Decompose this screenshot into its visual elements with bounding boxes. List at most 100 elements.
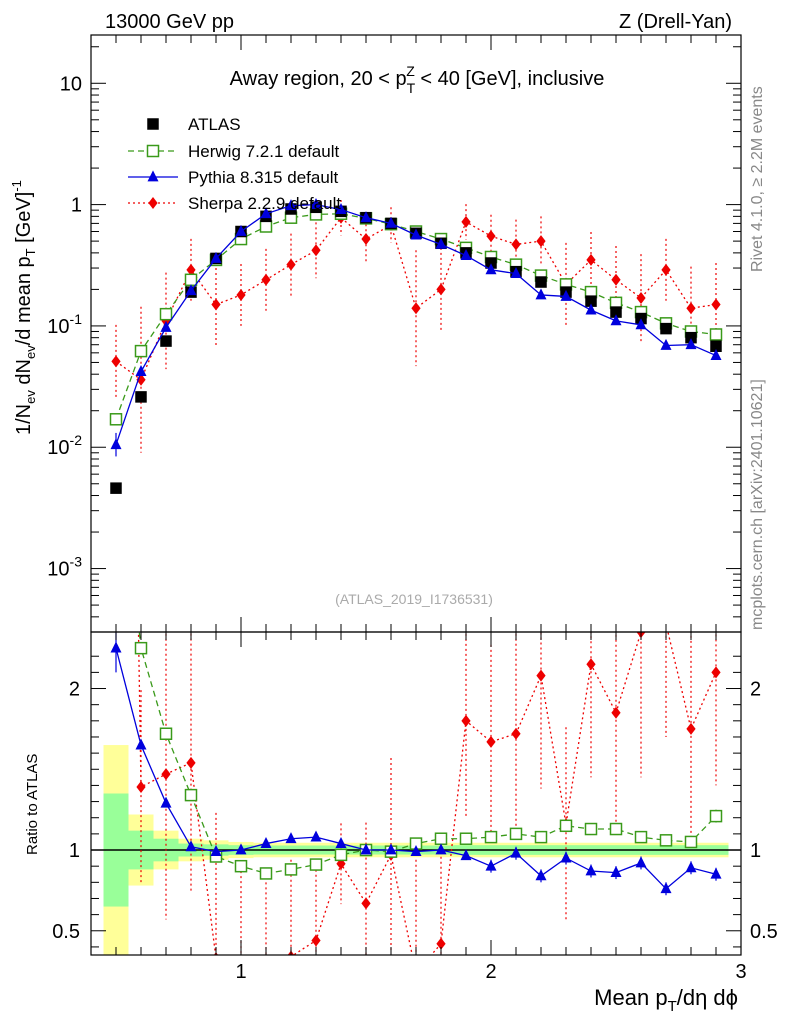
pythia-ratio-point [135, 738, 147, 750]
mcplots-label: mcplots.cern.ch [arXiv:2401.10621] [749, 379, 766, 630]
x-tick-label: 1 [235, 961, 246, 983]
sherpa-point [636, 291, 646, 304]
herwig-ratio-point [459, 832, 473, 845]
main-y-axis-label-sub: T [23, 248, 38, 256]
sherpa-point [686, 302, 696, 315]
pythia-ratio-point [235, 843, 247, 855]
pythia-ratio-point [410, 845, 422, 857]
rivet-version-label: Rivet 4.1.0, ≥ 2.2M events [749, 86, 766, 272]
pythia-point [560, 289, 572, 301]
herwig-ratio-point [259, 867, 273, 880]
herwig-ratio-point [309, 858, 323, 871]
plot-title-sup: Z [406, 63, 415, 79]
atlas-point [135, 391, 147, 403]
legend-entry-label: Pythia 8.315 default [188, 168, 339, 187]
sherpa-point [486, 230, 496, 243]
y-tick-label: 10-1 [47, 311, 82, 338]
herwig-point [159, 307, 173, 321]
x-axis-label-part: /dη dϕ [677, 985, 738, 1010]
sherpa-point [461, 215, 471, 228]
sherpa-point [286, 258, 296, 271]
y-tick-label: 10-3 [47, 554, 82, 581]
pythia-ratio-point [185, 840, 197, 852]
ratio-y-tick-label-right: 2 [750, 679, 761, 701]
sherpa-point [436, 283, 446, 296]
x-axis-label-part: Mean p [594, 985, 667, 1010]
pythia-ratio-point [335, 836, 347, 848]
main-y-axis-label-part: [GeV] [13, 192, 35, 249]
herwig-ratio-point [659, 834, 673, 847]
sherpa-ratio-point [586, 658, 596, 671]
x-tick-label: 2 [485, 961, 496, 983]
pythia-point [185, 284, 197, 296]
pythia-ratio-point [360, 843, 372, 855]
pythia-ratio-point [710, 867, 722, 879]
pythia-point [160, 320, 172, 332]
sherpa-ratio-point [161, 768, 171, 781]
pythia-point [410, 228, 422, 240]
pythia-ratio-point [210, 845, 222, 857]
pythia-ratio-point [535, 869, 547, 881]
herwig-ratio-point [284, 863, 298, 876]
pythia-point [335, 202, 347, 214]
main-y-axis-label-sup: -1 [9, 180, 24, 192]
x-axis-label: Mean pT/dη dϕ [594, 985, 738, 1015]
y-tick-label: 10-2 [47, 432, 82, 459]
legend-herwig-marker [146, 144, 160, 158]
pythia-point [460, 248, 472, 260]
sherpa-ratio-point [411, 967, 420, 979]
pythia-line [115, 203, 717, 445]
pythia-point [210, 251, 222, 263]
pythia-point [710, 348, 722, 360]
legend-pythia-marker [147, 170, 159, 182]
sherpa-ratio-point [361, 897, 371, 910]
pythia-ratio-point [685, 861, 697, 873]
herwig-point [109, 413, 123, 426]
pythia-point [435, 237, 447, 249]
pythia-ratio-point [260, 836, 272, 848]
pythia-ratio-point [560, 851, 572, 863]
plot-title: Away region, 20 < pTZ < 40 [GeV], inclus… [230, 63, 605, 96]
herwig-ratio-point [559, 819, 573, 833]
pythia-ratio-point [435, 843, 447, 855]
herwig-point [184, 273, 198, 287]
herwig-ratio-point [184, 788, 198, 802]
header-right-label: Z (Drell-Yan) [619, 11, 732, 33]
sherpa-point [261, 273, 271, 286]
pythia-point [485, 263, 497, 275]
ratio-y-tick-label: 1 [69, 840, 80, 862]
analysis-id-watermark: (ATLAS_2019_I1736531) [335, 591, 493, 607]
herwig-ratio-point [534, 830, 548, 844]
pythia-point [585, 303, 597, 315]
pythia-point [685, 338, 697, 350]
pythia-point [310, 197, 322, 209]
herwig-ratio-point [234, 859, 248, 873]
herwig-ratio-point [509, 827, 523, 841]
sherpa-point [511, 238, 521, 251]
herwig-ratio-point [134, 641, 148, 655]
pythia-ratio-point [660, 882, 672, 894]
pythia-ratio-point [310, 830, 322, 842]
herwig-ratio-point [709, 809, 723, 823]
legend-atlas-marker [147, 118, 159, 130]
sherpa-point [536, 235, 546, 248]
ratio-y-tick-label-right: 0.5 [750, 921, 778, 943]
sherpa-ratio-point [311, 934, 321, 947]
sherpa-ratio-point [686, 722, 696, 735]
legend-entry-label: Herwig 7.2.1 default [188, 142, 339, 161]
sherpa-ratio-point [611, 706, 621, 719]
sherpa-ratio-point [261, 957, 270, 969]
herwig-point [134, 344, 148, 358]
sherpa-ratio-point [436, 937, 446, 950]
pythia-point [110, 438, 122, 450]
sherpa-point [186, 263, 196, 276]
y-tick-label: 10 [60, 73, 82, 95]
sherpa-point [586, 253, 596, 266]
sherpa-point [411, 302, 421, 315]
sherpa-point [236, 288, 246, 301]
pythia-point [360, 211, 372, 223]
sherpa-ratio-point [461, 714, 471, 727]
pythia-point [510, 266, 522, 278]
sherpa-ratio-point [136, 781, 146, 794]
